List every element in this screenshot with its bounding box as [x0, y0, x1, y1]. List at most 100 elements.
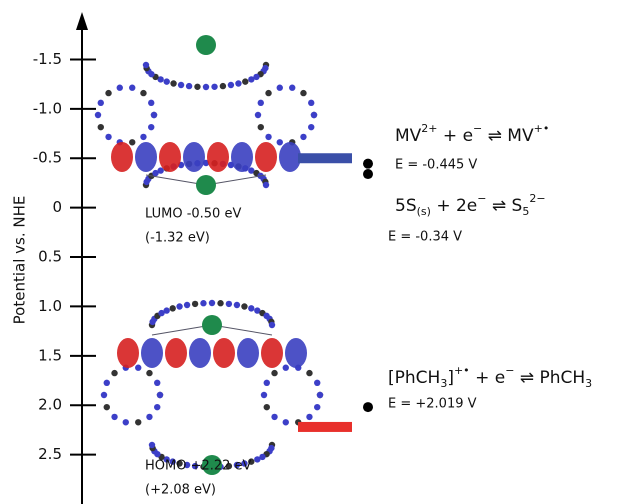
atom — [177, 81, 185, 89]
orbital-lobe — [159, 142, 181, 172]
y-tick-label: 1.5 — [38, 346, 62, 364]
atom — [314, 403, 321, 411]
orbital-lobe — [237, 338, 259, 368]
redox-potential: E = -0.34 V — [388, 230, 462, 245]
atom — [241, 303, 248, 310]
orbital-lobe — [141, 338, 163, 368]
atom — [202, 83, 210, 91]
atom — [163, 78, 170, 85]
equation-part: + e — [470, 368, 506, 388]
atom — [316, 391, 324, 399]
atom — [233, 461, 241, 469]
atom — [241, 460, 248, 467]
atom — [217, 300, 224, 307]
atom — [268, 321, 276, 329]
orbital-lobe — [189, 338, 211, 368]
redox-point — [363, 402, 373, 413]
equation-part: 5 — [522, 205, 529, 218]
atom — [183, 301, 191, 309]
orbital-lobe — [285, 338, 307, 368]
atom — [242, 78, 249, 85]
equation: 5S(s)​ + 2e−​ ⇌ S5​2−​ — [395, 192, 546, 218]
atom — [103, 379, 110, 387]
y-tick-label: 2.5 — [38, 445, 62, 463]
orbital-lobe — [279, 142, 301, 172]
redox-potential: E = -0.445 V — [395, 158, 477, 173]
redox-point — [363, 169, 373, 180]
atom — [129, 84, 136, 91]
atom — [140, 133, 147, 141]
equation: MV2+​ + e−​ ⇌ MV+•​ — [395, 122, 549, 146]
level-note: (-1.32 eV) — [145, 231, 210, 246]
atom — [248, 167, 255, 174]
atom — [253, 73, 260, 81]
atom — [276, 139, 283, 146]
atom — [105, 89, 112, 97]
atom — [211, 83, 218, 90]
equation-part: +• — [454, 364, 470, 377]
metal-atom — [196, 175, 216, 195]
bond — [211, 324, 273, 336]
atom — [271, 369, 278, 377]
atom — [100, 391, 108, 399]
atom — [129, 139, 136, 146]
orbital-lobe — [183, 142, 205, 172]
atom — [97, 123, 104, 131]
atom — [150, 111, 158, 119]
atom — [306, 413, 313, 421]
energy-level — [298, 421, 352, 432]
y-tick-label: -0.5 — [33, 149, 62, 167]
atom — [103, 403, 110, 411]
atom — [156, 391, 164, 399]
atom — [169, 458, 176, 465]
atom — [227, 81, 235, 89]
equation-part: 2− — [529, 192, 545, 205]
equation-part: +• — [534, 122, 550, 135]
orbital-lobe — [261, 338, 283, 368]
metal-atom — [202, 455, 222, 475]
atom — [176, 460, 183, 467]
atom — [314, 379, 321, 387]
atom — [257, 99, 264, 107]
bond — [151, 324, 213, 336]
metal-atom — [202, 315, 222, 335]
equation-part: ⇌ PhCH — [514, 368, 585, 388]
redox-point — [363, 158, 373, 169]
atom — [308, 99, 315, 107]
atom — [289, 84, 296, 91]
atom — [122, 419, 129, 426]
atom — [262, 181, 270, 189]
orbital-lobe — [117, 338, 139, 368]
bond — [205, 174, 267, 186]
energy-level — [298, 153, 352, 164]
atom — [276, 84, 283, 91]
equation-part: − — [477, 192, 486, 205]
equation-part: 5S — [395, 196, 417, 216]
level-label: HOMO +2.22 eV — [145, 459, 252, 474]
equation-part: ] — [447, 368, 454, 388]
atom — [260, 391, 268, 399]
equation-part: [PhCH — [388, 368, 440, 388]
atom — [282, 419, 289, 426]
orbital-lobe — [255, 142, 277, 172]
equation-part: 3 — [440, 377, 447, 390]
atom — [306, 369, 313, 377]
atom — [208, 299, 216, 307]
atom — [135, 419, 142, 426]
equation-part: ⇌ S — [486, 196, 522, 216]
atom — [163, 307, 170, 314]
atom — [254, 111, 262, 119]
atom — [194, 83, 201, 90]
equation-part: − — [505, 364, 514, 377]
level-note: (+2.08 eV) — [145, 483, 216, 498]
equation-part: 3 — [585, 377, 592, 390]
atom — [140, 89, 147, 97]
y-tick-label: 0 — [52, 198, 62, 216]
y-axis-label: Potential vs. NHE — [11, 196, 29, 325]
redox-potential: E = +2.019 V — [388, 397, 477, 412]
equation-part: + e — [438, 126, 474, 146]
atom — [254, 456, 261, 463]
atom — [271, 413, 278, 421]
atom — [254, 307, 261, 314]
equation-part: (s) — [417, 205, 431, 218]
